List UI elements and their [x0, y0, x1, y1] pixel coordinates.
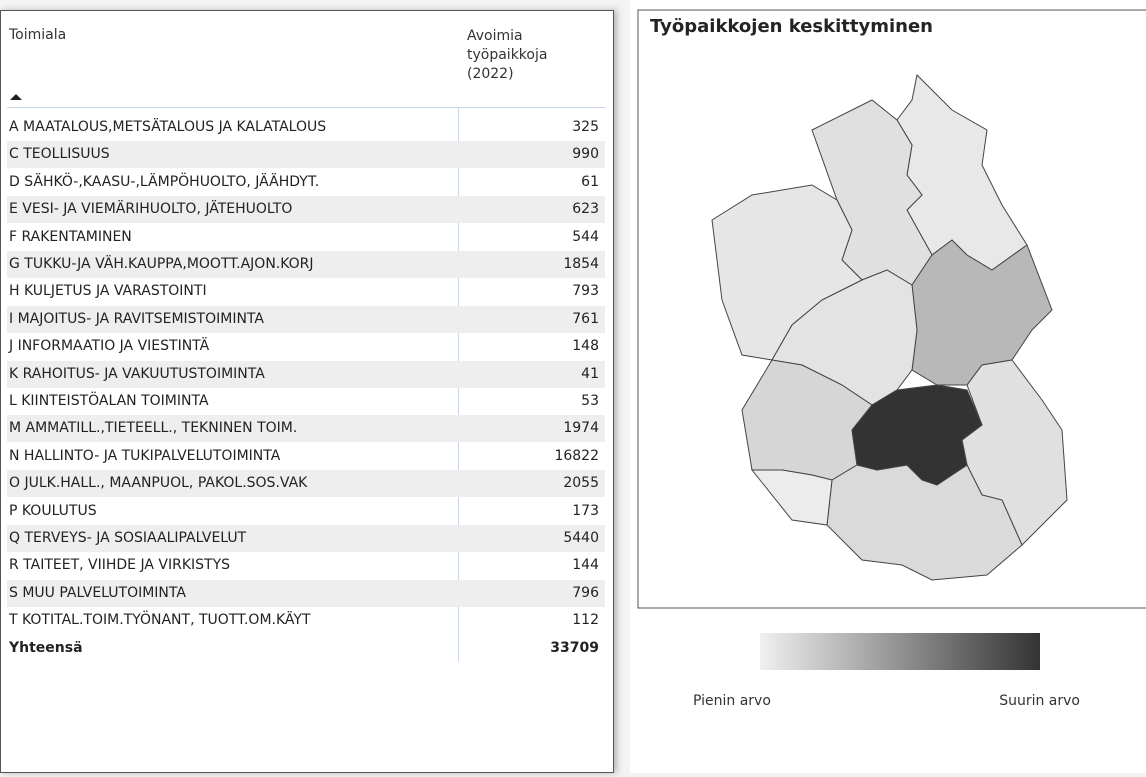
row-label: T KOTITAL.TOIM.TYÖNANT, TUOTT.OM.KÄYT: [9, 612, 311, 629]
row-label: M AMMATILL.,TIETEELL., TEKNINEN TOIM.: [9, 420, 298, 437]
table-row: L KIINTEISTÖALAN TOIMINTA 53: [7, 388, 605, 415]
row-value: 623: [572, 201, 599, 218]
row-label: Q TERVEYS- JA SOSIAALIPALVELUT: [9, 530, 247, 546]
row-value: 2055: [563, 475, 599, 492]
table-row: D SÄHKÖ-,KAASU-,LÄMPÖHUOLTO, JÄÄHDYT. 61: [7, 169, 605, 196]
table-row: M AMMATILL.,TIETEELL., TEKNINEN TOIM. 197…: [7, 415, 605, 443]
row-value: 144: [572, 557, 599, 574]
row-label: F RAKENTAMINEN: [9, 228, 132, 245]
row-label: S MUU PALVELUTOIMINTA: [9, 584, 186, 601]
row-label: A MAATALOUS,METSÄTALOUS JA KALATALOUS: [9, 119, 327, 135]
row-label: P KOULUTUS: [9, 502, 97, 519]
row-value: 16822: [554, 447, 599, 464]
row-value: 796: [572, 584, 599, 601]
table-panel: Toimiala Avoimia työpaikkoja (2022) A MA…: [0, 10, 614, 773]
row-label: H KULJETUS JA VARASTOINTI: [9, 283, 207, 300]
row-label: L KIINTEISTÖALAN TOIMINTA: [9, 393, 209, 409]
header-cell[interactable]: Avoimia työpaikkoja (2022): [467, 28, 548, 82]
table-row: R TAITEET, VIIHDE JA VIRKISTYS 144: [7, 552, 605, 579]
row-value: 1854: [563, 256, 599, 272]
legend-min: Pienin arvo: [693, 693, 771, 709]
map-title: Työpaikkojen keskittyminen: [650, 16, 933, 37]
region[interactable]: [750, 469, 833, 526]
region[interactable]: [851, 384, 983, 486]
row-label: E VESI- JA VIEMÄRIHUOLTO, JÄTEHUOLTO: [9, 201, 293, 218]
row-label: D SÄHKÖ-,KAASU-,LÄMPÖHUOLTO, JÄÄHDYT.: [9, 173, 320, 190]
sort-arrow: [10, 94, 22, 100]
table-row: A MAATALOUS,METSÄTALOUS JA KALATALOUS 325: [7, 114, 605, 141]
table-row: N HALLINTO- JA TUKIPALVELUTOIMINTA 16822: [7, 443, 605, 470]
row-label: R TAITEET, VIIHDE JA VIRKISTYS: [9, 557, 231, 574]
header-cell[interactable]: Toimiala: [9, 27, 67, 43]
table-row: T KOTITAL.TOIM.TYÖNANT, TUOTT.OM.KÄYT 112: [7, 607, 605, 634]
table-row: K RAHOITUS- JA VAKUUTUSTOIMINTA 41: [7, 360, 605, 388]
table-row: I MAJOITUS- JA RAVITSEMISTOIMINTA 761: [7, 305, 605, 333]
row-label: G TUKKU-JA VÄH.KAUPPA,MOOTT.AJON.KORJ: [9, 256, 314, 272]
row-value: 544: [572, 228, 599, 245]
row-value: 761: [572, 310, 599, 327]
table-row: H KULJETUS JA VARASTOINTI 793: [7, 278, 605, 305]
table-row: J INFORMAATIO JA VIESTINTÄ 148: [7, 333, 605, 360]
row-value: 33709: [550, 639, 599, 656]
row-label: J INFORMAATIO JA VIESTINTÄ: [9, 338, 210, 355]
row-value: 112: [572, 612, 599, 629]
row-label: K RAHOITUS- JA VAKUUTUSTOIMINTA: [9, 365, 265, 382]
row-label: O JULK.HALL., MAANPUOL, PAKOL.SOS.VAK: [9, 475, 308, 492]
row-label: I MAJOITUS- JA RAVITSEMISTOIMINTA: [9, 310, 264, 327]
row-label: Yhteensä: [9, 639, 83, 656]
row-value: 990: [572, 146, 599, 163]
legend-max: Suurin arvo: [999, 693, 1080, 709]
row-value: 793: [572, 283, 599, 300]
row-value: 173: [572, 502, 599, 519]
row-label: C TEOLLISUUS: [9, 146, 110, 163]
table-row: P KOULUTUS 173: [7, 498, 605, 525]
row-value: 1974: [563, 420, 599, 437]
legend-gradient: [760, 633, 1040, 670]
table-row: Q TERVEYS- JA SOSIAALIPALVELUT 5440: [7, 525, 605, 552]
row-value: 148: [572, 338, 599, 355]
total-row: Yhteensä 33709: [7, 635, 605, 662]
map: Työpaikkojen keskittyminen Pienin arvo S…: [637, 9, 1146, 709]
row-value: 41: [581, 365, 599, 382]
table-row: G TUKKU-JA VÄH.KAUPPA,MOOTT.AJON.KORJ 185…: [7, 251, 605, 278]
table-row: F RAKENTAMINEN 544: [7, 224, 605, 251]
table-row: C TEOLLISUUS 990: [7, 141, 605, 169]
map-panel: Työpaikkojen keskittyminen Pienin arvo S…: [630, 0, 1146, 773]
row-label: N HALLINTO- JA TUKIPALVELUTOIMINTA: [9, 447, 281, 464]
table-row: S MUU PALVELUTOIMINTA 796: [7, 579, 605, 607]
row-value: 5440: [563, 530, 599, 546]
row-value: 53: [581, 393, 599, 409]
table-row: E VESI- JA VIEMÄRIHUOLTO, JÄTEHUOLTO 623: [7, 196, 605, 224]
row-value: 61: [581, 173, 599, 190]
header-divider: [7, 107, 605, 108]
row-value: 325: [572, 119, 599, 135]
table-row: O JULK.HALL., MAANPUOL, PAKOL.SOS.VAK 205…: [7, 470, 605, 498]
